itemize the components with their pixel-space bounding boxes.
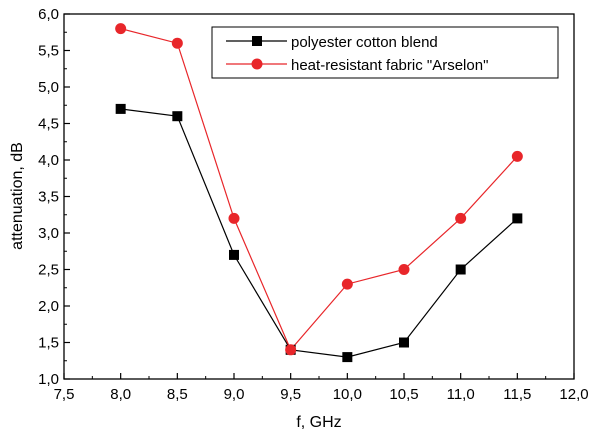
data-point-series-2 <box>228 212 240 224</box>
legend-marker-series-2 <box>251 58 263 70</box>
x-tick-label: 7,5 <box>54 386 75 403</box>
data-point-series-1 <box>399 337 409 348</box>
axis-ticks: 7,5 8,0 8,5 9,0 9,5 10,0 10,5 11,0 11,5 12,0 1,0 1,… <box>38 6 588 403</box>
x-tick-label: 10,0 <box>333 386 362 403</box>
series-line-2 <box>120 28 518 351</box>
data-point-series-1 <box>172 111 183 122</box>
legend-box <box>211 26 559 79</box>
y-tick-label: 6,0 <box>38 6 59 23</box>
legend-marker-series-1 <box>252 36 262 46</box>
series-line-1 <box>120 108 518 358</box>
data-point-series-2 <box>285 344 297 356</box>
y-tick-label: 5,0 <box>38 79 59 96</box>
data-point-series-2 <box>455 212 467 224</box>
data-point-series-1 <box>229 249 239 260</box>
data-point-series-2 <box>341 278 353 290</box>
y-tick-label: 3,5 <box>38 189 59 206</box>
data-point-series-1 <box>455 264 466 275</box>
data-point-series-2 <box>511 150 523 162</box>
y-axis-title: attenuation, dB <box>9 142 26 250</box>
x-tick-label: 11,0 <box>447 386 475 403</box>
x-tick-label: 9,5 <box>280 386 301 403</box>
x-tick-label: 11,5 <box>503 386 531 403</box>
data-point-series-1 <box>342 352 353 363</box>
data-point-series-1 <box>512 213 523 224</box>
y-tick-label: 4,5 <box>38 116 59 133</box>
data-point-series-1 <box>115 103 126 114</box>
x-tick-label: 8,0 <box>110 386 131 403</box>
y-tick-label: 1,5 <box>38 335 59 352</box>
y-tick-label: 3,0 <box>38 225 59 242</box>
x-tick-label: 12,0 <box>559 386 588 403</box>
legend: polyester cotton blend heat-resistant fa… <box>211 26 559 79</box>
series-layer <box>115 23 523 363</box>
y-tick-label: 5,5 <box>38 43 59 60</box>
y-tick-label: 4,0 <box>38 152 59 169</box>
data-point-series-2 <box>115 23 127 35</box>
y-tick-label: 1,0 <box>38 371 59 388</box>
legend-label-series-2: heat-resistant fabric "Arselon" <box>291 57 488 74</box>
x-tick-label: 9,0 <box>224 386 245 403</box>
y-tick-label: 2,0 <box>38 298 59 315</box>
y-tick-label: 2,5 <box>38 262 59 279</box>
x-tick-label: 8,5 <box>167 386 188 403</box>
legend-label-series-1: polyester cotton blend <box>291 34 438 51</box>
data-point-series-2 <box>171 37 183 49</box>
data-point-series-2 <box>398 264 410 275</box>
x-tick-label: 10,5 <box>389 386 418 403</box>
x-axis-title: f, GHz <box>296 414 341 431</box>
